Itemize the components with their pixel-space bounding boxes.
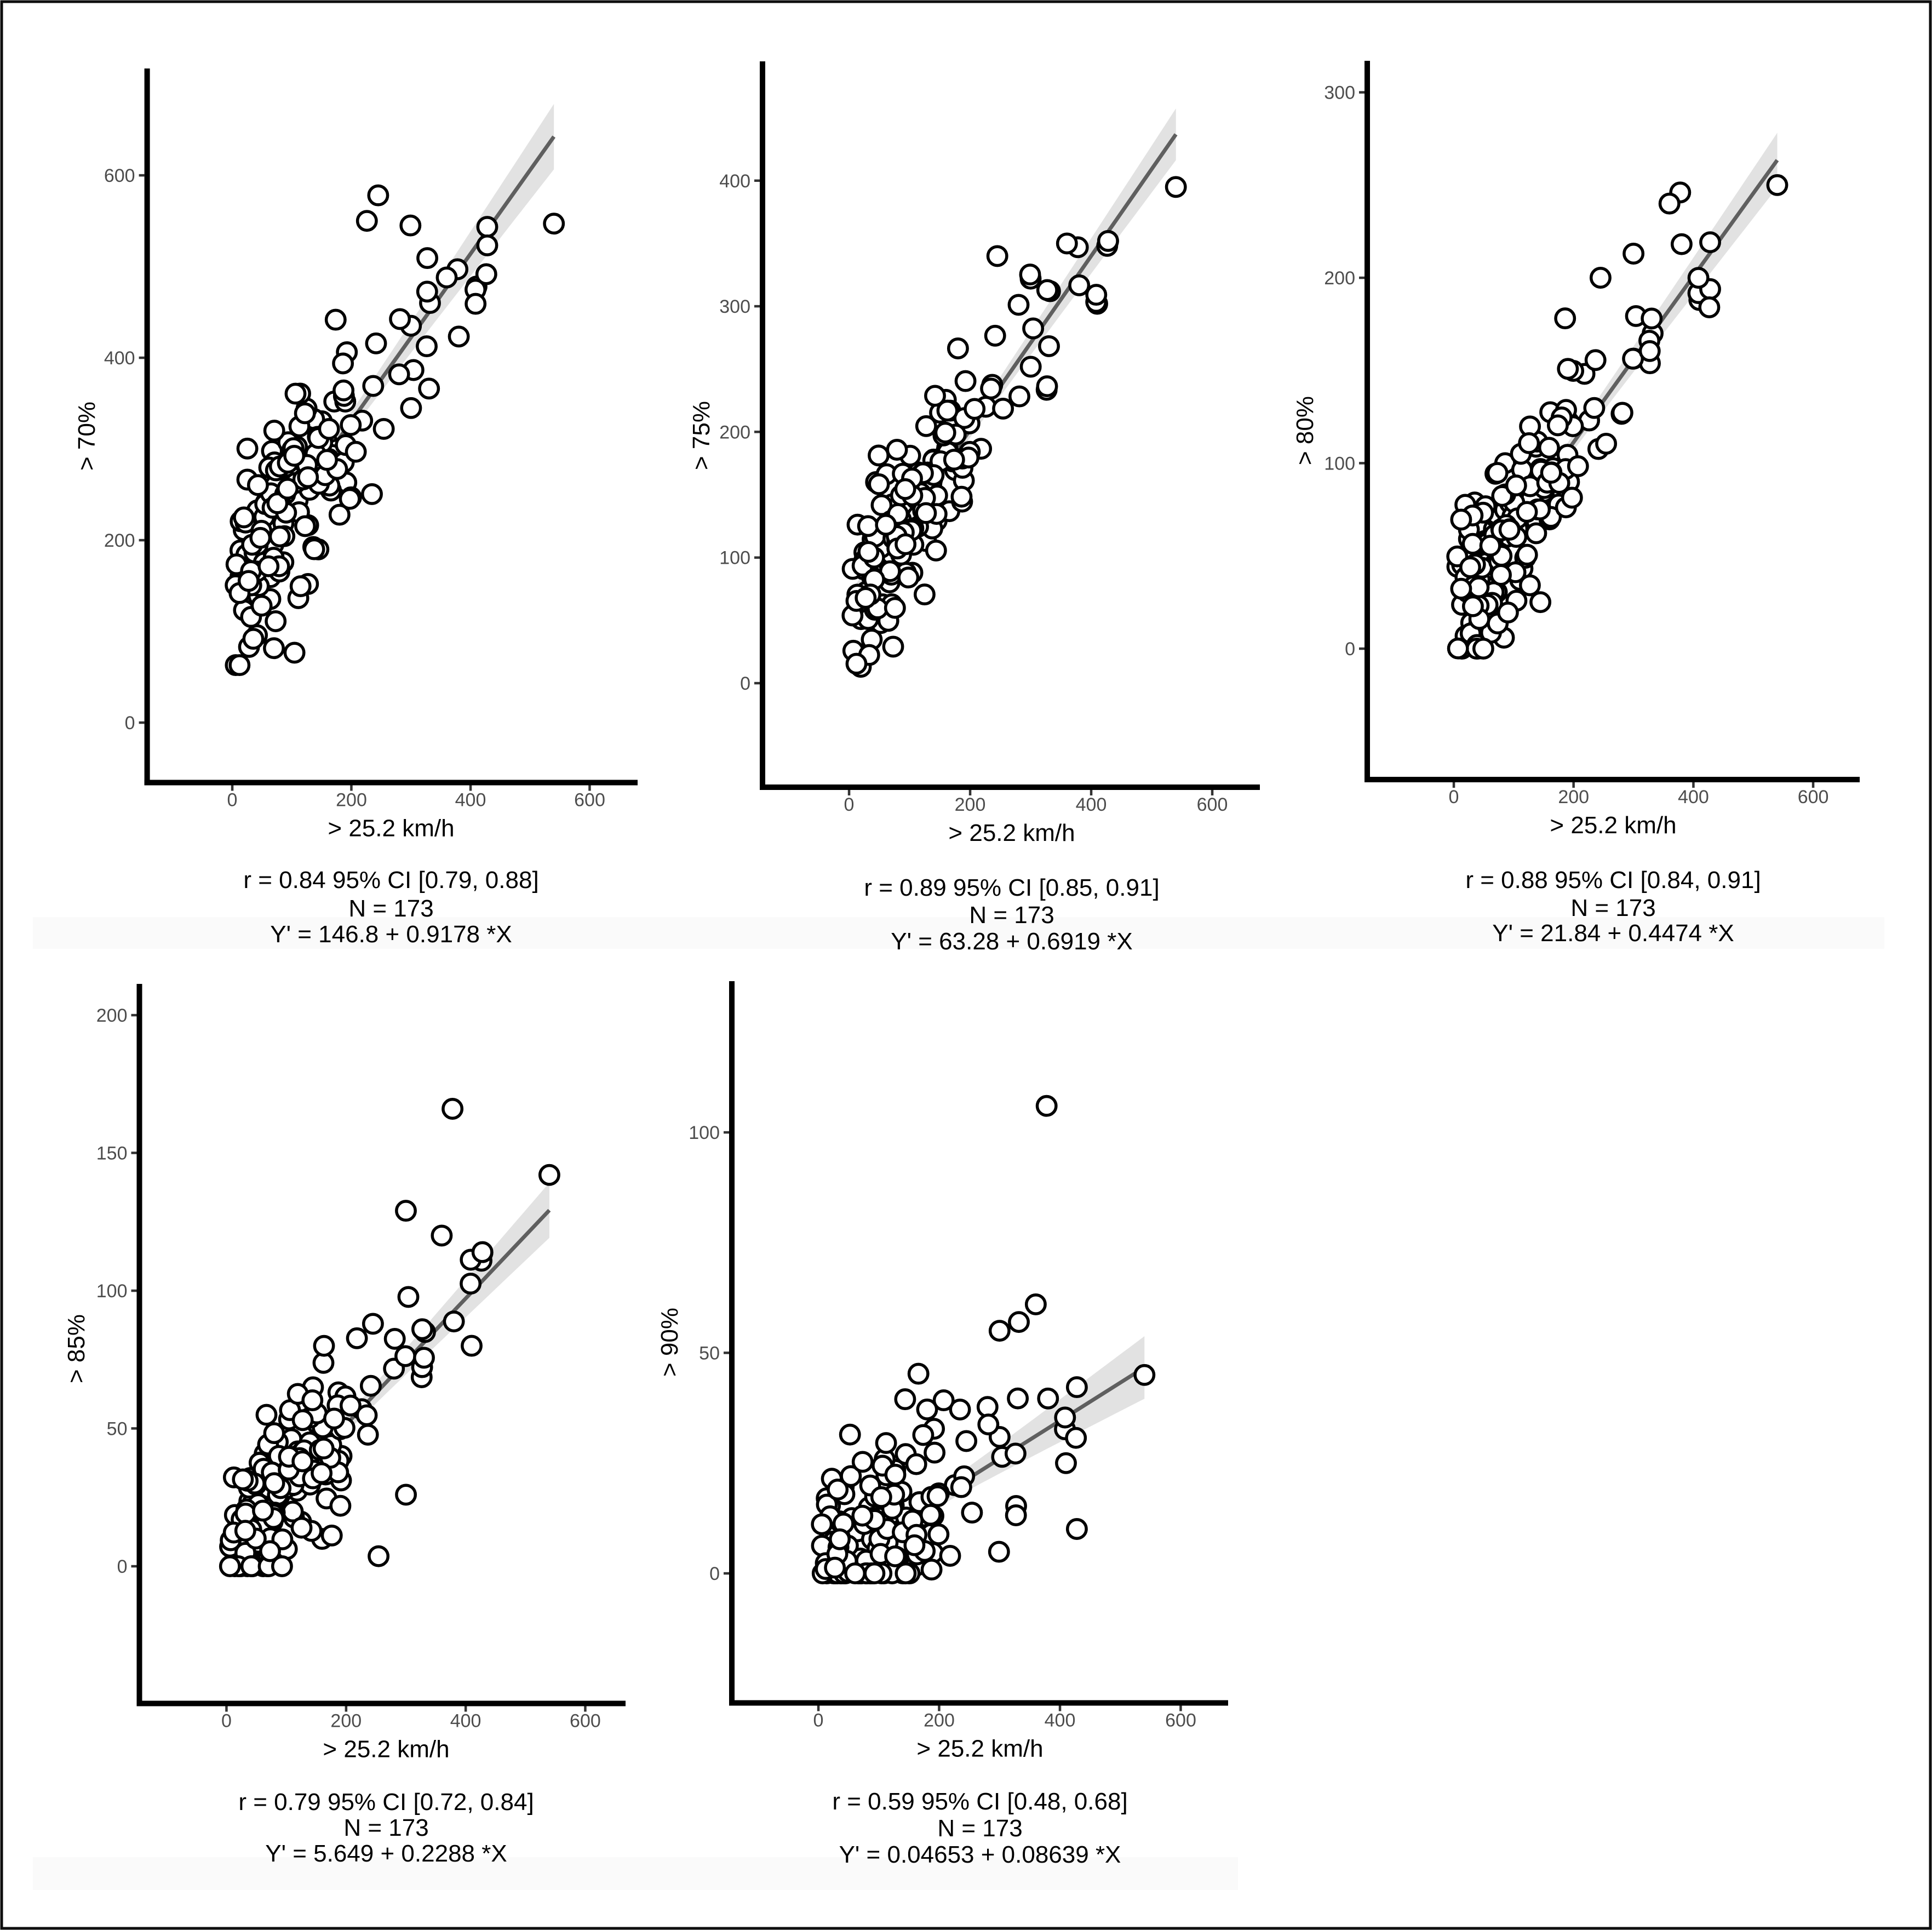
svg-text:300: 300 — [719, 296, 750, 317]
svg-text:> 75%: > 75% — [688, 401, 715, 470]
svg-text:r = 0.79 95% CI [0.72, 0.84]: r = 0.79 95% CI [0.72, 0.84] — [238, 1789, 534, 1816]
svg-text:Y' = 146.8 + 0.9178 *X: Y' = 146.8 + 0.9178 *X — [270, 921, 512, 948]
svg-text:100: 100 — [689, 1123, 720, 1143]
svg-text:0: 0 — [117, 1556, 128, 1577]
svg-text:r = 0.84 95% CI [0.79, 0.88]: r = 0.84 95% CI [0.79, 0.88] — [243, 867, 538, 894]
svg-text:0: 0 — [813, 1710, 824, 1731]
svg-text:r = 0.89 95% CI [0.85, 0.91]: r = 0.89 95% CI [0.85, 0.91] — [864, 874, 1159, 901]
svg-text:Y' = 0.04653 + 0.08639 *X: Y' = 0.04653 + 0.08639 *X — [839, 1841, 1121, 1868]
svg-text:200: 200 — [924, 1710, 955, 1731]
svg-text:400: 400 — [719, 171, 750, 192]
svg-text:600: 600 — [1197, 794, 1228, 815]
svg-text:> 80%: > 80% — [1292, 396, 1318, 465]
svg-text:600: 600 — [104, 165, 135, 186]
svg-text:200: 200 — [330, 1711, 362, 1732]
svg-text:> 25.2 km/h: > 25.2 km/h — [1550, 812, 1676, 839]
svg-text:> 70%: > 70% — [73, 402, 100, 471]
svg-text:N = 173: N = 173 — [348, 895, 433, 922]
svg-text:200: 200 — [96, 1005, 128, 1026]
svg-text:200: 200 — [1324, 268, 1355, 289]
svg-text:50: 50 — [699, 1343, 720, 1364]
svg-text:600: 600 — [570, 1711, 601, 1732]
svg-text:r = 0.59 95% CI [0.48, 0.68]: r = 0.59 95% CI [0.48, 0.68] — [832, 1788, 1127, 1815]
svg-text:N = 173: N = 173 — [343, 1814, 428, 1841]
svg-text:N = 173: N = 173 — [969, 902, 1054, 929]
svg-text:100: 100 — [719, 548, 750, 569]
svg-text:N = 173: N = 173 — [1570, 895, 1655, 921]
svg-text:0: 0 — [125, 713, 135, 734]
svg-text:100: 100 — [1324, 454, 1355, 474]
svg-text:600: 600 — [1165, 1710, 1196, 1731]
svg-text:> 90%: > 90% — [656, 1308, 683, 1377]
svg-text:300: 300 — [1324, 83, 1355, 104]
svg-text:N = 173: N = 173 — [937, 1815, 1022, 1842]
svg-text:200: 200 — [104, 530, 135, 551]
svg-text:> 85%: > 85% — [63, 1314, 90, 1383]
svg-text:600: 600 — [574, 790, 605, 811]
svg-text:400: 400 — [455, 790, 486, 811]
svg-text:400: 400 — [1045, 1710, 1076, 1731]
svg-text:200: 200 — [1558, 787, 1589, 807]
svg-text:0: 0 — [227, 790, 238, 811]
svg-text:400: 400 — [1076, 794, 1107, 815]
svg-text:50: 50 — [107, 1419, 128, 1440]
svg-text:200: 200 — [336, 790, 367, 811]
svg-text:400: 400 — [450, 1711, 481, 1732]
svg-text:> 25.2 km/h: > 25.2 km/h — [328, 815, 454, 842]
svg-text:600: 600 — [1798, 787, 1829, 807]
svg-text:0: 0 — [740, 673, 750, 694]
svg-text:200: 200 — [955, 794, 986, 815]
svg-text:0: 0 — [221, 1711, 232, 1732]
svg-text:0: 0 — [1345, 639, 1355, 660]
svg-text:0: 0 — [844, 794, 855, 815]
svg-text:0: 0 — [709, 1564, 720, 1584]
svg-text:> 25.2 km/h: > 25.2 km/h — [948, 820, 1075, 846]
svg-text:Y' = 21.84 + 0.4474 *X: Y' = 21.84 + 0.4474 *X — [1492, 920, 1734, 947]
svg-text:Y' = 63.28 + 0.6919 *X: Y' = 63.28 + 0.6919 *X — [891, 928, 1132, 955]
svg-text:100: 100 — [96, 1281, 128, 1302]
svg-text:> 25.2 km/h: > 25.2 km/h — [323, 1736, 449, 1763]
svg-text:150: 150 — [96, 1143, 128, 1164]
svg-text:200: 200 — [719, 422, 750, 443]
svg-text:> 25.2 km/h: > 25.2 km/h — [916, 1736, 1043, 1762]
svg-text:400: 400 — [104, 348, 135, 369]
svg-text:0: 0 — [1449, 787, 1459, 807]
svg-text:r = 0.88 95% CI [0.84, 0.91]: r = 0.88 95% CI [0.84, 0.91] — [1465, 867, 1761, 894]
svg-text:Y' = 5.649 + 0.2288 *X: Y' = 5.649 + 0.2288 *X — [265, 1840, 507, 1867]
svg-text:400: 400 — [1678, 787, 1709, 807]
